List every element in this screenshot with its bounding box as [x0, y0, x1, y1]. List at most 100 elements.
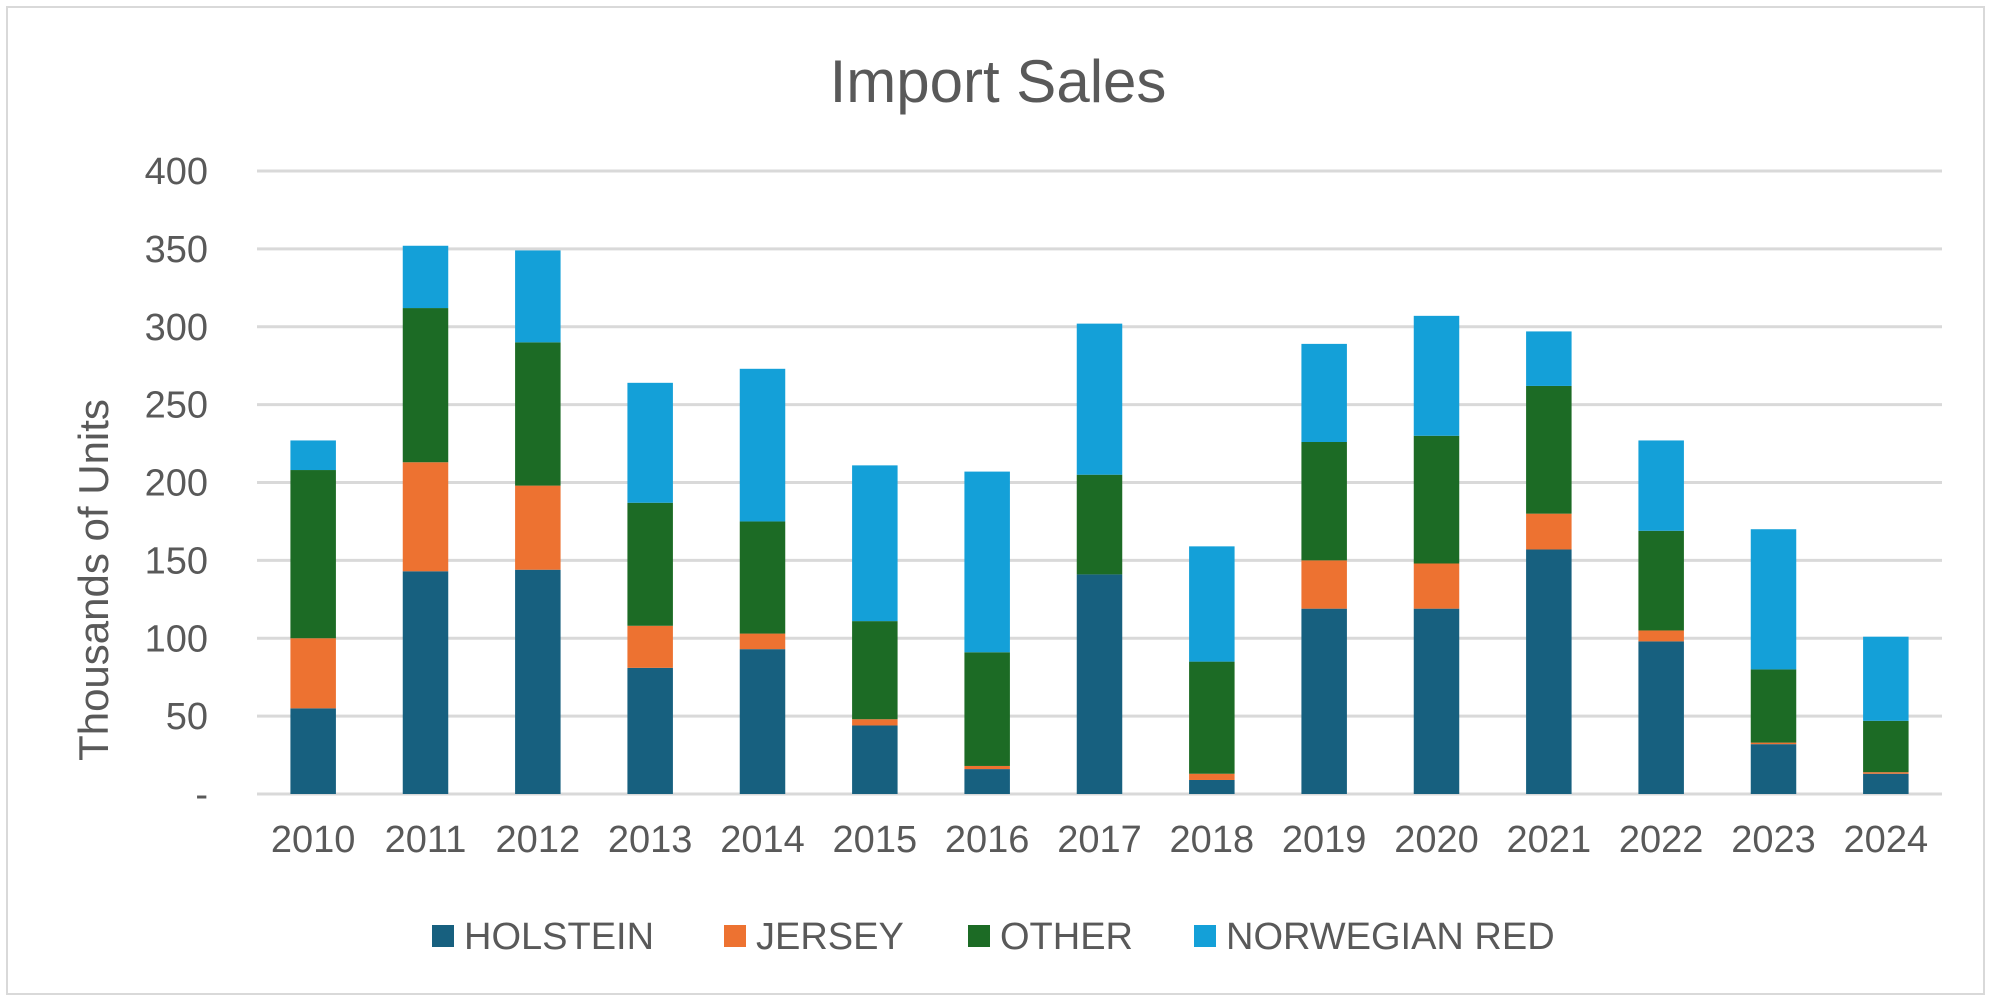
bar-jersey-2013 [627, 625, 673, 668]
bar-norwegian-red-2014 [739, 368, 786, 522]
bar-other-2017 [1076, 474, 1123, 575]
legend-label: NORWEGIAN RED [1226, 916, 1555, 958]
y-tick-label: 100 [145, 618, 208, 660]
chart-frame: Import Sales - 50 100 150 200 250 300 350 400 20… [6, 6, 1985, 995]
bar-holstein-2012 [515, 569, 561, 794]
bar-holstein-2023 [1750, 744, 1797, 794]
bar-norwegian-red-2023 [1750, 529, 1797, 670]
legend-swatch [432, 925, 454, 947]
legend-swatch [968, 925, 990, 947]
bar-norwegian-red-2024 [1863, 636, 1909, 721]
x-tick-label: 2014 [720, 819, 805, 861]
bar-other-2014 [739, 521, 786, 634]
bar-holstein-2016 [964, 769, 1010, 794]
bar-jersey-2016 [964, 765, 1010, 770]
bar-holstein-2013 [627, 667, 673, 794]
bar-norwegian-red-2021 [1526, 331, 1572, 386]
bar-holstein-2021 [1526, 549, 1572, 794]
legend-item-holstein: HOLSTEIN [432, 916, 654, 958]
chart-title: Import Sales [830, 48, 1167, 115]
bar-other-2010 [290, 470, 336, 639]
bar-norwegian-red-2022 [1638, 440, 1684, 531]
legend-item-other: OTHER [968, 916, 1133, 958]
x-tick-label: 2020 [1394, 819, 1479, 861]
bar-holstein-2019 [1301, 608, 1347, 794]
x-tick-label: 2016 [945, 819, 1030, 861]
y-tick-label: 400 [145, 151, 208, 193]
bar-jersey-2022 [1638, 630, 1684, 642]
bar-holstein-2011 [402, 571, 449, 794]
bar-norwegian-red-2013 [627, 382, 673, 503]
bar-norwegian-red-2015 [852, 465, 898, 622]
bar-jersey-2024 [1863, 772, 1909, 774]
bar-jersey-2011 [402, 462, 449, 572]
bar-jersey-2019 [1301, 560, 1347, 609]
bar-other-2015 [852, 621, 898, 720]
bar-norwegian-red-2012 [515, 250, 561, 343]
legend-label: HOLSTEIN [464, 916, 654, 958]
bar-holstein-2017 [1076, 574, 1123, 794]
bar-jersey-2023 [1750, 742, 1797, 745]
y-tick-label: 50 [166, 696, 208, 738]
bar-holstein-2024 [1863, 773, 1909, 794]
bar-other-2023 [1750, 669, 1797, 743]
x-tick-label: 2024 [1844, 819, 1929, 861]
bar-norwegian-red-2019 [1301, 343, 1347, 443]
y-tick-label: 250 [145, 385, 208, 427]
bar-jersey-2014 [739, 633, 786, 650]
x-tick-label: 2023 [1731, 819, 1816, 861]
y-tick-label: 350 [145, 229, 208, 271]
bar-jersey-2018 [1189, 773, 1235, 780]
x-tick-label: 2015 [833, 819, 918, 861]
x-tick-label: 2018 [1170, 819, 1255, 861]
x-tick-label: 2021 [1507, 819, 1592, 861]
bar-jersey-2020 [1413, 563, 1460, 609]
bar-other-2011 [402, 308, 449, 463]
x-tick-label: 2022 [1619, 819, 1704, 861]
legend: HOLSTEIN JERSEY OTHER NORWEGIAN RED [432, 916, 1555, 958]
y-tick-label: 300 [145, 307, 208, 349]
bar-holstein-2020 [1413, 608, 1460, 794]
bars [290, 245, 1909, 794]
legend-item-norwegian-red: NORWEGIAN RED [1194, 916, 1555, 958]
bar-jersey-2021 [1526, 513, 1572, 550]
bar-holstein-2022 [1638, 641, 1684, 794]
y-tick-label: - [195, 774, 208, 816]
bar-norwegian-red-2018 [1189, 546, 1235, 662]
bar-norwegian-red-2011 [402, 245, 449, 309]
bar-holstein-2015 [852, 725, 898, 794]
x-tick-label: 2012 [496, 819, 581, 861]
bar-norwegian-red-2010 [290, 440, 336, 471]
y-tick-label: 150 [145, 540, 208, 582]
x-tick-label: 2013 [608, 819, 693, 861]
chart-svg: Import Sales - 50 100 150 200 250 300 350 400 20… [70, 48, 1942, 958]
bar-jersey-2015 [852, 719, 898, 726]
y-axis-title: Thousands of Units [70, 399, 117, 761]
y-axis-ticks: - 50 100 150 200 250 300 350 400 [145, 151, 208, 816]
legend-label: OTHER [1000, 916, 1133, 958]
bar-other-2016 [964, 652, 1010, 766]
bar-other-2021 [1526, 385, 1572, 514]
bar-norwegian-red-2016 [964, 471, 1010, 653]
bar-other-2024 [1863, 720, 1909, 773]
x-tick-label: 2019 [1282, 819, 1367, 861]
bar-other-2022 [1638, 530, 1684, 631]
bar-jersey-2012 [515, 485, 561, 570]
bar-other-2019 [1301, 442, 1347, 561]
bar-holstein-2010 [290, 708, 336, 794]
x-tick-label: 2017 [1057, 819, 1142, 861]
bar-holstein-2018 [1189, 779, 1235, 794]
legend-label: JERSEY [756, 916, 904, 958]
x-axis-ticks: 2010 2011 2012 2013 2014 2015 2016 2017 2018 2019… [271, 819, 1928, 861]
x-tick-label: 2010 [271, 819, 356, 861]
bar-holstein-2014 [739, 649, 786, 794]
bar-other-2018 [1189, 661, 1235, 774]
bar-norwegian-red-2020 [1413, 315, 1460, 436]
bar-norwegian-red-2017 [1076, 323, 1123, 475]
bar-other-2013 [627, 502, 673, 626]
y-tick-label: 200 [145, 463, 208, 505]
bar-other-2020 [1413, 435, 1460, 564]
bar-jersey-2010 [290, 638, 336, 709]
legend-item-jersey: JERSEY [724, 916, 904, 958]
legend-swatch [724, 925, 746, 947]
